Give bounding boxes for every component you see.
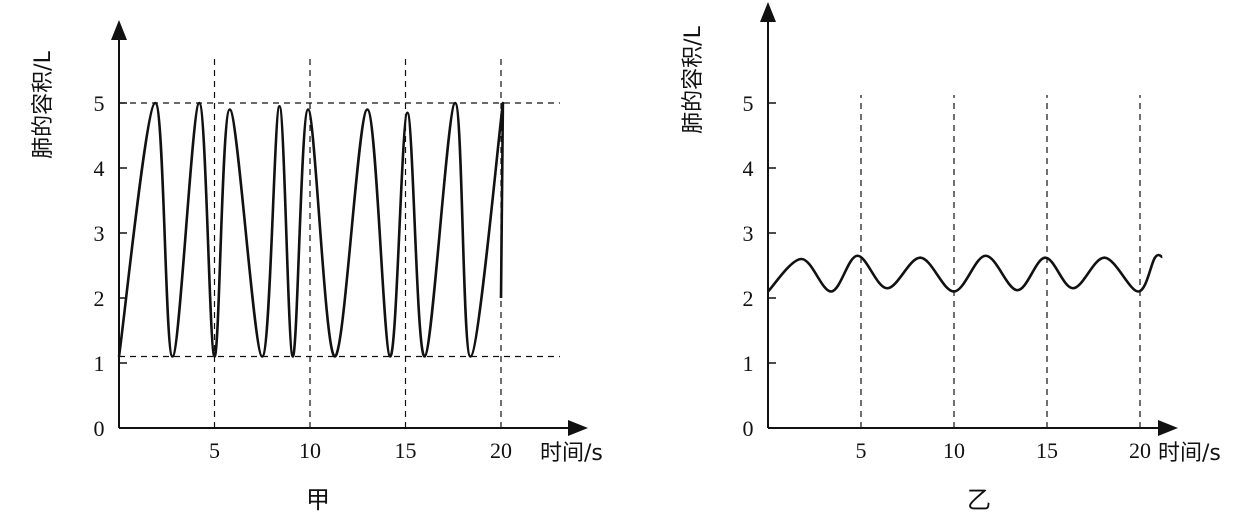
series-line xyxy=(117,101,505,358)
y-tick-label: 1 xyxy=(743,351,754,376)
y-tick-label: 2 xyxy=(94,286,105,311)
y-tick-label: 2 xyxy=(743,286,754,311)
y-tick-label: 1 xyxy=(94,351,105,376)
chart-panel-yi: 0 1 2 3 4 5 5 10 15 20 肺的容积/L 时间/s 乙 xyxy=(681,2,1221,514)
y-tick-label: 3 xyxy=(743,221,754,246)
y-tick-label: 5 xyxy=(743,91,754,116)
y-tick-label: 0 xyxy=(94,416,105,441)
x-tick-label: 15 xyxy=(395,438,417,463)
y-tick-label: 0 xyxy=(743,416,754,441)
x-tick-label: 20 xyxy=(490,438,512,463)
y-axis-title: 肺的容积/L xyxy=(31,50,56,158)
x-tick-label: 10 xyxy=(299,438,321,463)
x-tick-label: 20 xyxy=(1129,438,1151,463)
chart-caption: 乙 xyxy=(967,486,991,514)
y-tick-label: 5 xyxy=(94,91,105,116)
x-tick-label: 5 xyxy=(856,438,867,463)
y-tick-label: 4 xyxy=(743,156,754,181)
series-line xyxy=(767,253,1163,293)
x-tick-label: 15 xyxy=(1036,438,1058,463)
chart-caption: 甲 xyxy=(306,486,330,514)
y-tick-label: 4 xyxy=(94,156,105,181)
x-axis-title: 时间/s xyxy=(540,441,603,466)
x-tick-label: 5 xyxy=(209,438,220,463)
x-tick-label: 10 xyxy=(943,438,965,463)
x-axis-title: 时间/s xyxy=(1158,441,1221,466)
y-axis-title: 肺的容积/L xyxy=(681,25,706,133)
y-tick-label: 3 xyxy=(94,221,105,246)
chart-panel-jia: 0 1 2 3 4 5 5 10 15 20 肺的容积/L 时间/s 甲 xyxy=(31,20,603,514)
